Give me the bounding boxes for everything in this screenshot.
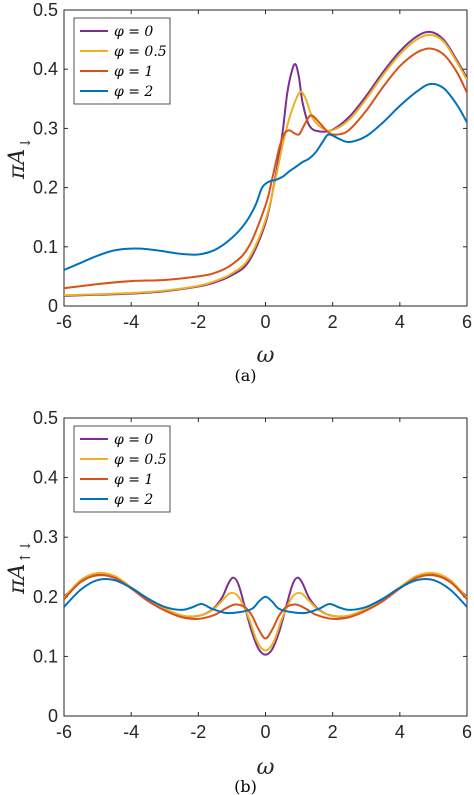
x-axis-label: ω (257, 755, 275, 780)
x-tick-label: 2 (328, 312, 338, 332)
y-tick-label: 0.2 (33, 587, 58, 607)
x-tick-label: 4 (395, 722, 405, 742)
x-tick-label: -4 (123, 722, 139, 742)
y-axis-label: πA↓ (5, 137, 34, 180)
x-tick-label: -6 (56, 722, 72, 742)
series-line-3 (64, 578, 467, 615)
series-line-1 (64, 33, 467, 297)
y-tick-label: 0.3 (33, 527, 58, 547)
x-tick-label: -2 (190, 722, 206, 742)
legend-entry-1: φ = 0.5 (114, 44, 167, 60)
panel-caption: (b) (234, 777, 257, 795)
panel-caption: (a) (234, 366, 256, 385)
legend-box (73, 17, 171, 105)
x-axis-label: ω (257, 343, 275, 368)
y-tick-label: 0.4 (33, 468, 58, 488)
panel-a: -6 -4 -2 0 2 4 6 0 0.1 0.2 0.3 0.4 0.5 φ = 0 φ = 0.5 φ … (5, 0, 472, 385)
y-tick-label: 0 (48, 706, 58, 726)
x-tick-label: -2 (190, 312, 206, 332)
panel-b: -6 -4 -2 0 2 4 6 0 0.1 0.2 0.3 0.4 0.5 φ = 0 φ = 0.5 φ … (5, 408, 472, 795)
y-axis-label-main: πA (5, 564, 30, 595)
y-tick-label: 0.2 (33, 178, 58, 198)
y-axis-label-subscript: ↑↓ (18, 540, 34, 563)
x-tick-label: 6 (462, 722, 472, 742)
legend-entry-0: φ = 0 (114, 432, 153, 448)
series-line-2 (64, 47, 467, 290)
y-tick-label: 0 (48, 296, 58, 316)
legend-entry-3: φ = 2 (114, 492, 153, 508)
x-tick-label: 0 (260, 722, 270, 742)
y-tick-label: 0.5 (33, 408, 58, 428)
x-tick-label: -6 (56, 312, 72, 332)
y-tick-label: 0.1 (33, 237, 58, 257)
legend-entry-3: φ = 2 (114, 84, 153, 100)
x-tick-label: 4 (395, 312, 405, 332)
legend-entry-2: φ = 1 (114, 472, 153, 488)
series-line-3 (64, 82, 467, 271)
x-tick-label: -4 (123, 312, 139, 332)
series-line-2 (64, 574, 467, 640)
x-tick-label: 6 (462, 312, 472, 332)
y-tick-label: 0.5 (33, 0, 58, 20)
y-tick-label: 0.4 (33, 59, 58, 79)
y-axis-label: πA↑↓ (5, 540, 34, 595)
y-axis-label-main: πA (5, 149, 30, 180)
y-tick-label: 0.3 (33, 118, 58, 138)
x-tick-label: 0 (260, 312, 270, 332)
y-tick-label: 0.1 (33, 646, 58, 666)
legend-entry-0: φ = 0 (114, 24, 153, 40)
y-axis-label-subscript: ↓ (18, 137, 34, 149)
legend-entry-1: φ = 0.5 (114, 452, 167, 468)
x-tick-label: 2 (328, 722, 338, 742)
legend-entry-2: φ = 1 (114, 64, 153, 80)
legend-box (73, 425, 171, 513)
